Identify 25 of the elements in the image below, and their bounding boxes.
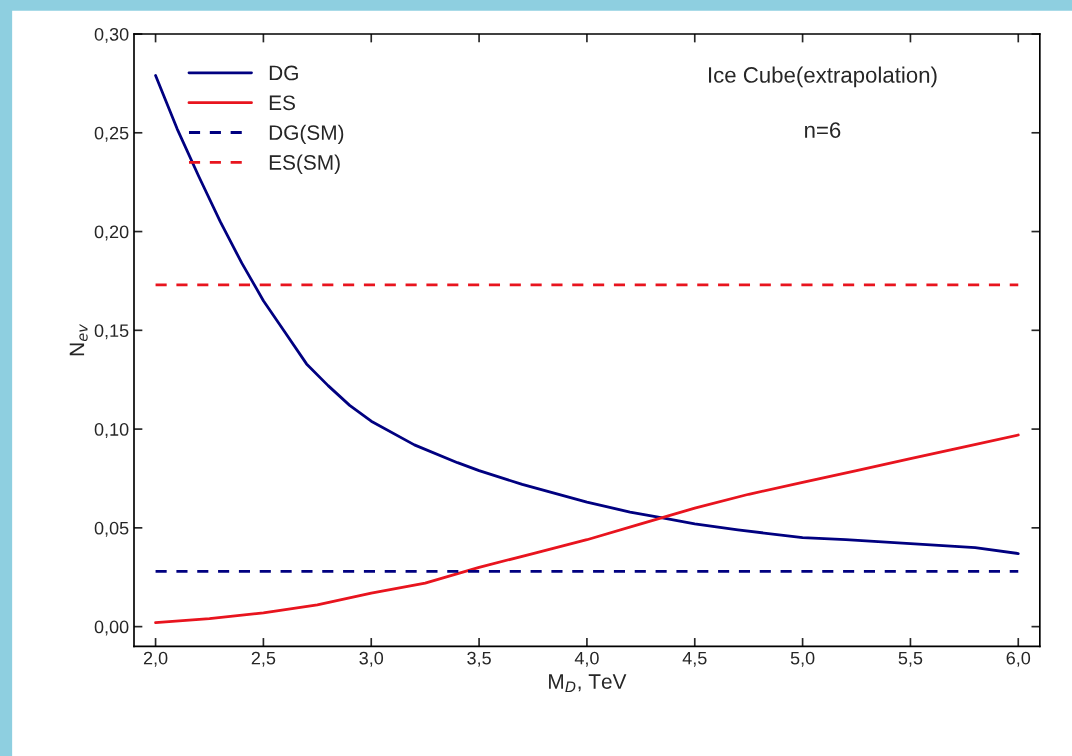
y-axis-title: N$_{ev}$ (69, 323, 88, 356)
y-tick-label: 0,30 (94, 27, 129, 43)
y-tick-label: 0,10 (94, 423, 129, 438)
y-tick-label: 0,05 (94, 521, 129, 537)
x-tick-label: 3,0 (359, 651, 384, 667)
annotation: Ice Cube(extrapolation) (709, 66, 937, 88)
x-axis-title: M$_{D}$, TeV (549, 674, 627, 693)
x-tick-label: 2,5 (251, 651, 276, 667)
y-tick-label: 0,20 (94, 225, 129, 241)
x-tick-label: 4,0 (574, 651, 599, 667)
legend-label: ES (269, 95, 295, 111)
legend-label: DG (269, 65, 298, 81)
y-tick-label: 0,00 (94, 620, 129, 636)
x-tick-label: 6,0 (1006, 651, 1031, 667)
x-tick-label: 4,5 (682, 651, 707, 667)
x-tick-label: 3,5 (467, 651, 491, 667)
x-tick-label: 2,0 (143, 651, 168, 667)
legend-label: ES(SM) (269, 154, 340, 174)
annotation: n=6 (805, 122, 841, 138)
x-tick-label: 5,0 (790, 651, 815, 667)
legend-label: DG(SM) (269, 124, 344, 145)
y-tick-label: 0,15 (94, 324, 129, 340)
x-tick-label: 5,5 (898, 651, 923, 667)
line-series (154, 433, 1020, 625)
y-tick-label: 0,25 (94, 126, 129, 142)
